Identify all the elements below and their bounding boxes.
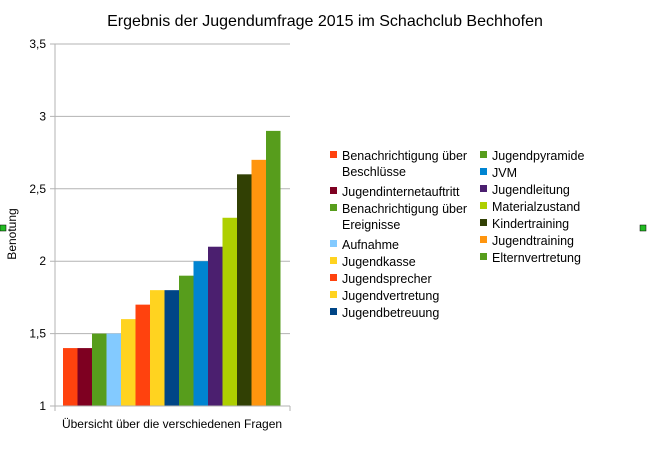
legend-swatch (330, 274, 337, 281)
legend-swatch (480, 168, 487, 175)
legend-item: Kindertraining (480, 217, 569, 231)
bar (164, 290, 179, 406)
legend-item: Jugendleitung (480, 183, 570, 197)
legend-swatch (330, 291, 337, 298)
legend-item: Jugendtraining (480, 234, 574, 248)
legend-label: Aufnahme (342, 238, 399, 252)
legend-item: Benachrichtigung über Ereignisse (330, 202, 467, 232)
bar (135, 304, 150, 406)
legend-item: JVM (480, 166, 517, 180)
bar (266, 130, 281, 406)
legend-label: JVM (492, 166, 517, 180)
legend-label: Benachrichtigung über Ereignisse (342, 202, 467, 232)
legend-label: Jugendvertretung (342, 289, 439, 303)
legend-swatch (480, 185, 487, 192)
y-tick-label: 2,5 (29, 182, 46, 196)
legend-swatch (330, 240, 337, 247)
y-tick-label: 3,5 (29, 37, 46, 51)
bar (179, 275, 194, 406)
bar (193, 261, 208, 406)
y-tick-label: 1 (39, 399, 46, 413)
legend-item: Aufnahme (330, 238, 399, 252)
grid (50, 43, 291, 411)
legend-item: Materialzustand (480, 200, 580, 214)
left-selection-handle[interactable] (0, 224, 7, 232)
legend-item: Benachrichtigung über Beschlüsse (330, 149, 467, 179)
right-selection-handle[interactable] (639, 224, 647, 232)
legend-item: Jugendkasse (330, 255, 416, 269)
legend-label: Materialzustand (492, 200, 580, 214)
chart-title: Ergebnis der Jugendumfrage 2015 im Schac… (107, 13, 543, 30)
legend-item: Jugendinternetauftritt (330, 185, 460, 199)
legend-item: Elternvertretung (480, 251, 581, 265)
bar (222, 217, 237, 406)
legend-label: Jugendsprecher (342, 272, 432, 286)
x-axis-label: Übersicht über die verschiedenen Fragen (62, 417, 282, 431)
y-axis-label: Benotung (5, 208, 19, 259)
legend-swatch (330, 187, 337, 194)
y-tick-label: 2 (39, 254, 46, 268)
legend-item: Jugendvertretung (330, 289, 439, 303)
bar (208, 246, 223, 406)
legend-label: Jugendbetreuung (342, 306, 439, 320)
y-tick-label: 1,5 (29, 327, 46, 341)
bar (106, 333, 121, 406)
legend-item: Jugendpyramide (480, 149, 584, 163)
legend-label: Jugendkasse (342, 255, 416, 269)
bar (77, 348, 92, 406)
legend-label: Benachrichtigung über Beschlüsse (342, 149, 467, 179)
bars (63, 130, 281, 406)
bar (63, 348, 78, 406)
legend: Benachrichtigung über Beschlüsse Jugendint… (330, 149, 584, 320)
legend-swatch (480, 253, 487, 260)
y-tick-label: 3 (39, 109, 46, 123)
bar (251, 159, 266, 406)
bar (121, 319, 136, 406)
legend-swatch (330, 257, 337, 264)
legend-swatch (330, 151, 337, 158)
legend-swatch (480, 236, 487, 243)
legend-swatch (480, 202, 487, 209)
legend-label: Jugendtraining (492, 234, 574, 248)
legend-label: Kindertraining (492, 217, 569, 231)
legend-swatch (480, 151, 487, 158)
legend-label: Jugendleitung (492, 183, 570, 197)
bar (150, 290, 165, 406)
legend-swatch (330, 204, 337, 211)
legend-label: Jugendinternetauftritt (342, 185, 460, 199)
bar (237, 174, 252, 406)
legend-label: Elternvertretung (492, 251, 581, 265)
bar (92, 333, 107, 406)
legend-swatch (480, 219, 487, 226)
legend-swatch (330, 308, 337, 315)
y-axis-ticks: 1 1,5 2 2,5 3 3,5 (29, 37, 46, 413)
legend-label: Jugendpyramide (492, 149, 584, 163)
legend-item: Jugendsprecher (330, 272, 432, 286)
legend-item: Jugendbetreuung (330, 306, 439, 320)
